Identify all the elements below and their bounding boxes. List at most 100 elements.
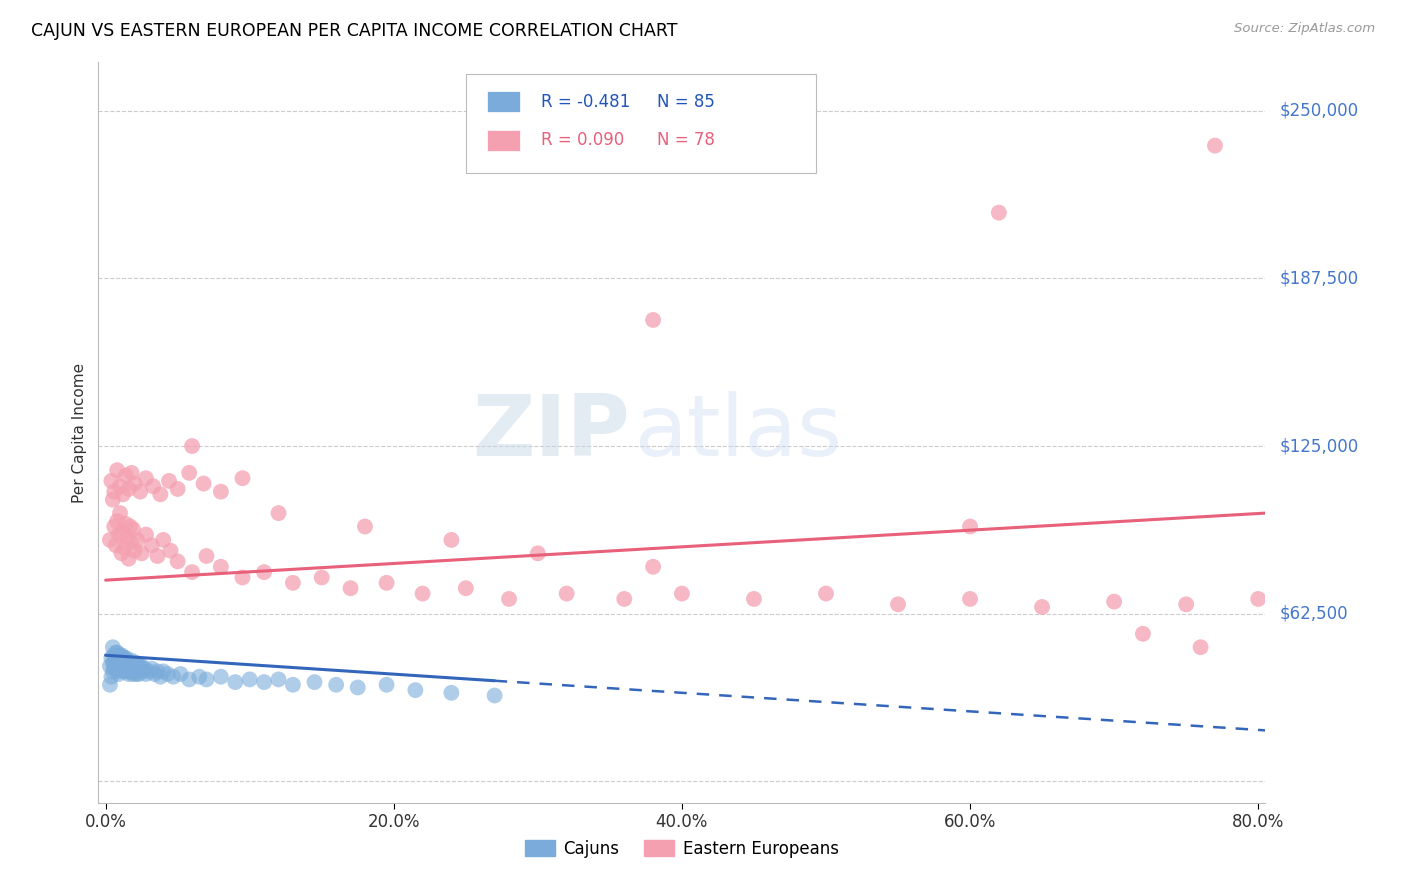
Point — [1031, 599, 1053, 614]
Point — [555, 586, 578, 600]
Text: $125,000: $125,000 — [1279, 437, 1358, 455]
Point — [111, 524, 134, 539]
Point — [101, 665, 124, 679]
Point — [110, 648, 132, 663]
Point — [131, 546, 153, 560]
Point — [346, 681, 368, 695]
Point — [108, 657, 131, 671]
Point — [135, 667, 157, 681]
Point — [135, 471, 157, 485]
Point — [209, 670, 232, 684]
Point — [138, 665, 160, 679]
Text: $187,500: $187,500 — [1279, 269, 1358, 287]
Point — [454, 581, 477, 595]
Point — [157, 474, 180, 488]
Point — [1102, 594, 1125, 608]
Point — [267, 673, 290, 687]
Point — [112, 662, 135, 676]
Point — [115, 659, 138, 673]
Point — [101, 640, 124, 655]
Point — [149, 670, 172, 684]
Point — [114, 651, 136, 665]
Point — [112, 541, 135, 555]
Point — [111, 659, 134, 673]
Point — [440, 533, 463, 547]
Point — [195, 549, 218, 563]
Text: R = 0.090: R = 0.090 — [541, 131, 624, 149]
Point — [114, 665, 136, 679]
Point — [121, 466, 143, 480]
Point — [127, 533, 149, 547]
Point — [412, 586, 434, 600]
Point — [111, 657, 134, 671]
Point — [104, 538, 127, 552]
Point — [120, 519, 142, 533]
Point — [115, 654, 138, 668]
Point — [98, 678, 121, 692]
Point — [354, 519, 377, 533]
Point — [118, 667, 141, 681]
Point — [104, 651, 127, 665]
Point — [103, 662, 125, 676]
Point — [179, 673, 201, 687]
Point — [188, 670, 211, 684]
Point — [112, 651, 135, 665]
Point — [149, 487, 172, 501]
Point — [375, 575, 398, 590]
Point — [152, 665, 174, 679]
Point — [120, 657, 142, 671]
Point — [118, 551, 141, 566]
Point — [124, 543, 146, 558]
Point — [110, 546, 132, 560]
Text: $250,000: $250,000 — [1279, 102, 1358, 120]
Y-axis label: Per Capita Income: Per Capita Income — [72, 362, 87, 503]
Point — [127, 665, 149, 679]
Point — [959, 591, 981, 606]
Point — [152, 533, 174, 547]
Point — [107, 651, 129, 665]
Point — [143, 667, 166, 681]
Point — [643, 313, 665, 327]
Point — [231, 471, 253, 485]
Point — [159, 543, 181, 558]
Point — [643, 559, 665, 574]
Point — [112, 659, 135, 673]
Point — [105, 514, 128, 528]
Point — [166, 482, 188, 496]
Point — [105, 463, 128, 477]
Point — [141, 538, 163, 552]
Point — [156, 667, 179, 681]
FancyBboxPatch shape — [486, 130, 520, 151]
Point — [104, 654, 127, 668]
Point — [118, 482, 141, 496]
Point — [131, 659, 153, 673]
Point — [135, 527, 157, 541]
Point — [125, 667, 148, 681]
Point — [231, 570, 253, 584]
Point — [132, 665, 155, 679]
Point — [141, 662, 163, 676]
Point — [121, 659, 143, 673]
Point — [134, 662, 156, 676]
Point — [166, 554, 188, 568]
Point — [195, 673, 218, 687]
Point — [101, 657, 124, 671]
Point — [267, 506, 290, 520]
Point — [613, 591, 636, 606]
Point — [325, 678, 347, 692]
Point — [118, 665, 141, 679]
Text: CAJUN VS EASTERN EUROPEAN PER CAPITA INCOME CORRELATION CHART: CAJUN VS EASTERN EUROPEAN PER CAPITA INC… — [31, 22, 678, 40]
Point — [129, 484, 152, 499]
Point — [304, 675, 326, 690]
Point — [107, 527, 129, 541]
Text: R = -0.481: R = -0.481 — [541, 93, 630, 111]
Point — [115, 530, 138, 544]
Point — [120, 665, 142, 679]
Text: Source: ZipAtlas.com: Source: ZipAtlas.com — [1234, 22, 1375, 36]
Point — [146, 665, 169, 679]
Point — [169, 667, 191, 681]
Point — [124, 665, 146, 679]
Point — [440, 686, 463, 700]
Point — [124, 476, 146, 491]
Point — [339, 581, 361, 595]
